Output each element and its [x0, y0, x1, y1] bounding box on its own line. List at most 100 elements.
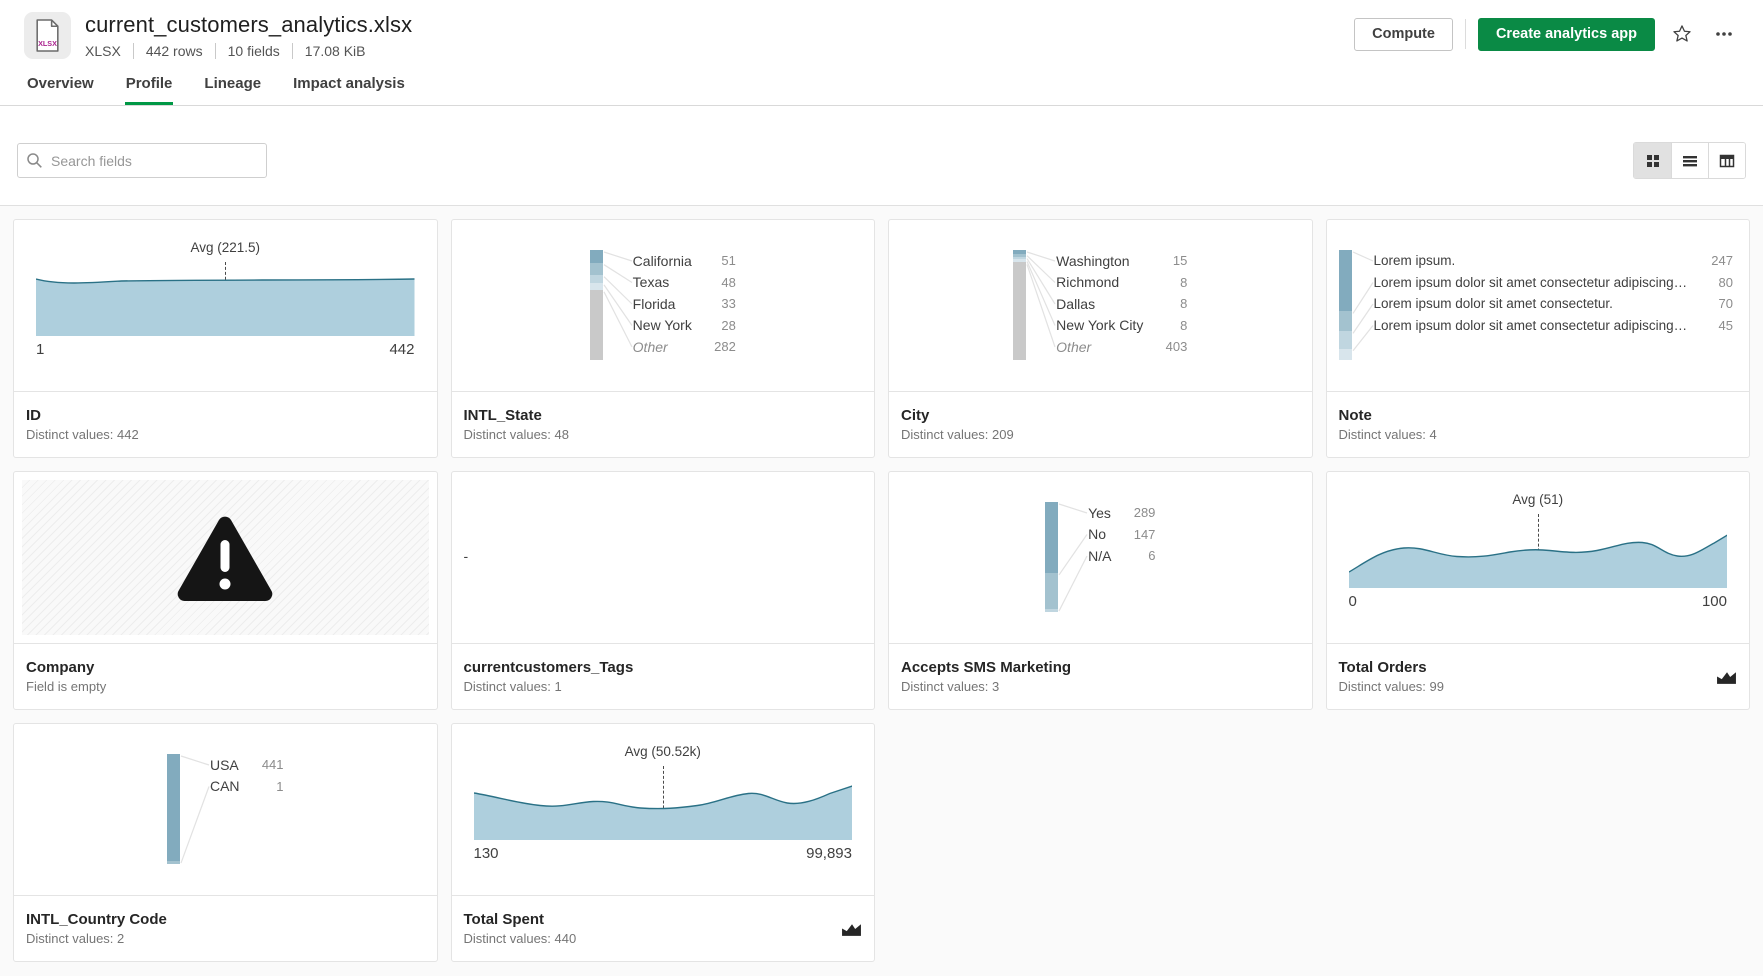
bar-segment	[1013, 253, 1027, 257]
warning-triangle-icon	[177, 516, 273, 601]
svg-text:XLSX: XLSX	[38, 39, 57, 48]
bar-segment	[1045, 502, 1059, 573]
field-preview: Yes 289 No 147 N/A 6	[889, 472, 1312, 643]
field-subtitle: Distinct values: 2	[26, 931, 125, 946]
category-row: CAN 1	[210, 776, 284, 798]
axis-labels: 1 442	[36, 341, 415, 358]
field-card-footer: City Distinct values: 209	[889, 391, 1312, 457]
avg-label: Avg (51)	[1512, 492, 1564, 507]
field-info: INTL_State Distinct values: 48	[464, 407, 570, 442]
divider	[1464, 19, 1466, 50]
field-cards-grid: Avg (221.5) 1 442 ID Distinct values: 442 Cal…	[0, 206, 1763, 976]
field-card-currentcustomers-tags[interactable]: - currentcustomers_Tags Distinct values: 1	[450, 471, 875, 710]
page-header: XLSX current_customers_analytics.xlsx XL…	[0, 0, 1763, 59]
field-preview	[14, 472, 437, 643]
field-info: Total Spent Distinct values: 440	[464, 911, 577, 946]
field-subtitle: Distinct values: 48	[463, 427, 570, 442]
create-analytics-app-button[interactable]: Create analytics app	[1477, 18, 1655, 51]
category-label: Florida	[632, 295, 676, 312]
axis-min-label: 130	[473, 845, 499, 862]
tab-overview[interactable]: Overview	[26, 69, 95, 105]
category-row: Washington 15	[1056, 250, 1187, 272]
tab-lineage[interactable]: Lineage	[203, 69, 262, 105]
bar-segment	[1045, 609, 1059, 612]
category-count: 247	[1711, 253, 1733, 269]
more-options-icon[interactable]	[1709, 19, 1739, 49]
stacked-bar	[1338, 250, 1352, 391]
category-count: 441	[261, 757, 284, 773]
field-card-id[interactable]: Avg (221.5) 1 442 ID Distinct values: 442	[13, 219, 438, 458]
field-card-company[interactable]: Company Field is empty	[13, 471, 438, 710]
field-card-accepts-sms-marketing[interactable]: Yes 289 No 147 N/A 6 Accepts SMS Marketing Dist…	[888, 471, 1313, 710]
axis-labels: 130 99,893	[474, 845, 853, 862]
table-view-button[interactable]	[1708, 143, 1745, 178]
stacked-bar	[166, 754, 180, 895]
field-name: City	[901, 407, 930, 424]
axis-max-label: 99,893	[806, 845, 852, 862]
category-label: N/A	[1088, 547, 1112, 564]
field-card-footer: currentcustomers_Tags Distinct values: 1	[451, 643, 874, 709]
category-count: 51	[721, 253, 736, 269]
field-subtitle: Field is empty	[26, 679, 107, 694]
search-icon	[27, 153, 42, 168]
category-label: Dallas	[1056, 295, 1096, 312]
field-card-intl-state[interactable]: California 51 Texas 48 Florida 33 New York 28 Ot…	[450, 219, 875, 458]
field-card-city[interactable]: Washington 15 Richmond 8 Dallas 8 New York Cit…	[888, 219, 1313, 458]
bar-segment	[1013, 250, 1027, 254]
category-label: Lorem ipsum dolor sit amet consectetur.	[1373, 296, 1613, 312]
category-row: New York City 8	[1056, 315, 1187, 337]
axis-labels: 0 100	[1349, 593, 1728, 610]
stacked-bar	[1045, 502, 1059, 643]
field-name: Company	[26, 659, 95, 676]
search-input[interactable]	[17, 143, 267, 178]
page-title: current_customers_analytics.xlsx	[85, 12, 413, 37]
field-card-footer: Total Spent Distinct values: 440	[451, 895, 874, 961]
grid-view-button[interactable]	[1634, 143, 1671, 178]
category-count: 289	[1133, 505, 1156, 521]
axis-max-label: 100	[1701, 593, 1727, 610]
field-name: Total Spent	[463, 911, 545, 928]
category-row: Other 403	[1056, 336, 1187, 358]
compute-button[interactable]: Compute	[1354, 18, 1453, 51]
list-view-button[interactable]	[1671, 143, 1708, 178]
category-count: 28	[721, 317, 736, 333]
field-name: Note	[1338, 407, 1372, 424]
favorite-star-icon[interactable]	[1667, 19, 1697, 49]
field-info: INTL_Country Code Distinct values: 2	[26, 911, 167, 946]
category-label: Richmond	[1056, 274, 1120, 291]
field-card-intl-country-code[interactable]: USA 441 CAN 1 INTL_Country Code Distinct valu…	[13, 723, 438, 962]
category-count: 8	[1180, 274, 1188, 290]
category-row: Lorem ipsum dolor sit amet consectetur a…	[1374, 272, 1734, 294]
bar-segment	[1013, 256, 1027, 260]
category-row: USA 441	[210, 754, 284, 776]
category-row: New York 28	[633, 315, 736, 337]
category-label: USA	[209, 756, 239, 773]
leader-lines	[1351, 251, 1374, 352]
axis-min-label: 0	[1348, 593, 1357, 610]
category-row: No 147	[1088, 524, 1155, 546]
category-list: Washington 15 Richmond 8 Dallas 8 New York Cit…	[1056, 250, 1187, 391]
grid-view-icon	[1646, 154, 1659, 167]
tab-profile[interactable]: Profile	[124, 69, 174, 105]
file-meta-item: 442 rows	[132, 43, 203, 59]
avg-label: Avg (50.52k)	[624, 744, 701, 759]
search-fields	[17, 143, 267, 178]
distribution-area-chart	[36, 278, 415, 336]
field-preview: Avg (50.52k) 130 99,893	[452, 724, 875, 895]
field-subtitle: Distinct values: 440	[463, 931, 577, 946]
field-card-note[interactable]: Lorem ipsum. 247 Lorem ipsum dolor sit ame…	[1325, 219, 1750, 458]
axis-min-label: 1	[36, 341, 45, 358]
field-card-total-orders[interactable]: Avg (51) 0 100 Total Orders Distinct values:…	[1325, 471, 1750, 710]
tab-impact-analysis[interactable]: Impact analysis	[292, 69, 406, 105]
bar-segment	[1338, 250, 1352, 312]
stacked-bar	[1013, 250, 1027, 391]
file-meta-item: XLSX	[85, 43, 121, 59]
field-subtitle: Distinct values: 4	[1338, 427, 1437, 442]
table-view-icon	[1719, 154, 1735, 167]
field-card-total-spent[interactable]: Avg (50.52k) 130 99,893 Total Spent Distinct…	[450, 723, 875, 962]
category-count: 45	[1718, 317, 1733, 333]
category-count: 8	[1180, 296, 1188, 312]
axis-max-label: 442	[389, 341, 415, 358]
category-row: Lorem ipsum. 247	[1374, 250, 1734, 272]
